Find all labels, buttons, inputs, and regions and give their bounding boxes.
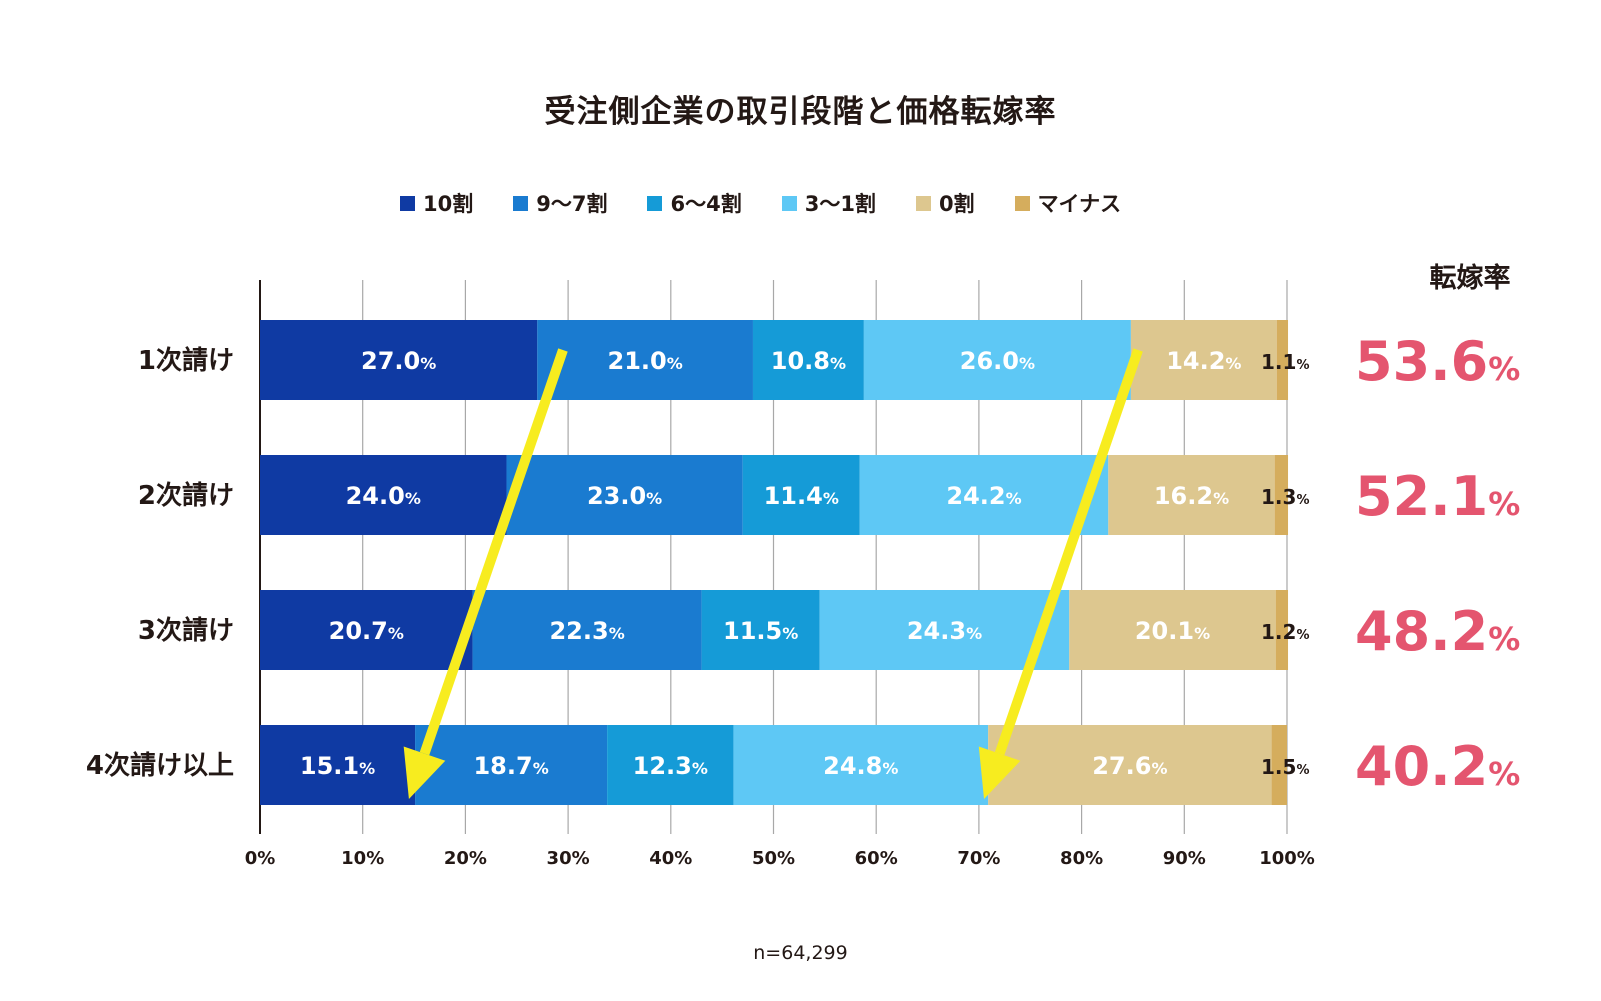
sample-size-note: n=64,299	[753, 942, 848, 964]
data-label: 1.5%	[1261, 755, 1309, 779]
trend-arrow	[994, 348, 1143, 756]
data-label: 24.2%	[946, 482, 1021, 510]
bar-segment	[415, 725, 608, 805]
legend-item: 3〜1割	[781, 188, 876, 218]
bar-segment	[506, 455, 743, 535]
data-label: 16.2%	[1154, 482, 1229, 510]
data-label: 22.3%	[549, 617, 624, 645]
pass-through-rate: 48.2%	[1355, 600, 1520, 663]
bar-segment	[752, 320, 864, 400]
legend-label: 3〜1割	[804, 192, 876, 216]
bar-segment	[260, 725, 416, 805]
legend-item: マイナス	[1014, 188, 1122, 218]
category-label: 1次請け	[138, 345, 234, 376]
bar-segment	[988, 725, 1272, 805]
legend-label: 0割	[938, 192, 975, 216]
data-label: 12.3%	[633, 752, 708, 780]
legend-label: 10割	[423, 192, 474, 216]
x-tick-label: 30%	[547, 848, 590, 869]
legend-item: 0割	[915, 188, 975, 218]
data-label: 1.1%	[1261, 350, 1309, 374]
x-tick-label: 70%	[957, 848, 1000, 869]
bar-segment	[1069, 590, 1276, 670]
x-tick-label: 0%	[245, 848, 276, 869]
bar-segment	[1274, 455, 1289, 535]
data-label: 1.3%	[1261, 485, 1309, 509]
legend-item: 10割	[400, 188, 473, 218]
data-label: 24.8%	[823, 752, 898, 780]
bar-segment	[260, 455, 507, 535]
x-tick-label: 80%	[1060, 848, 1103, 869]
category-label: 3次請け	[138, 615, 234, 646]
pass-through-rate-header: 転嫁率	[1429, 263, 1511, 294]
bar-segment	[863, 320, 1131, 400]
bar-segment	[260, 320, 538, 400]
legend-swatch	[647, 195, 663, 211]
legend-swatch	[513, 195, 529, 211]
data-label: 20.7%	[329, 617, 404, 645]
legend-swatch	[400, 195, 415, 211]
legend: 10割 9〜7割 6〜4割 3〜1割 0割 マイナス	[400, 188, 1161, 218]
data-label: 27.0%	[361, 347, 436, 375]
bar-segment	[1271, 725, 1287, 805]
trend-arrowhead	[403, 746, 446, 799]
legend-swatch	[1014, 195, 1030, 211]
bar-segment	[1275, 590, 1289, 670]
x-tick-label: 90%	[1163, 848, 1206, 869]
data-label: 26.0%	[960, 347, 1035, 375]
legend-label: 9〜7割	[536, 192, 608, 216]
bar-segment	[1276, 320, 1289, 400]
legend-label: 6〜4割	[670, 192, 742, 216]
data-label: 1.2%	[1261, 620, 1309, 644]
data-label: 20.1%	[1135, 617, 1210, 645]
x-tick-label: 50%	[752, 848, 795, 869]
bar-segment	[537, 320, 753, 400]
pass-through-rate: 53.6%	[1355, 330, 1520, 393]
data-label: 10.8%	[771, 347, 846, 375]
legend-swatch	[781, 195, 797, 211]
bar-segment	[701, 590, 820, 670]
bar-segment	[1130, 320, 1277, 400]
data-label: 24.3%	[907, 617, 982, 645]
data-label: 11.5%	[723, 617, 798, 645]
bar-segment	[260, 590, 473, 670]
bar-segment	[733, 725, 989, 805]
pass-through-rate: 40.2%	[1355, 735, 1520, 798]
data-label: 18.7%	[473, 752, 548, 780]
bar-segment	[859, 455, 1109, 535]
data-label: 14.2%	[1166, 347, 1241, 375]
x-tick-label: 40%	[649, 848, 692, 869]
x-tick-label: 60%	[855, 848, 898, 869]
x-tick-label: 20%	[444, 848, 487, 869]
x-tick-label: 10%	[341, 848, 384, 869]
category-label: 4次請け以上	[86, 750, 234, 781]
chart-title: 受注側企業の取引段階と価格転嫁率	[544, 94, 1057, 130]
trend-arrowhead	[978, 746, 1021, 799]
bar-segment	[472, 590, 702, 670]
legend-item: 6〜4割	[647, 188, 742, 218]
category-label: 2次請け	[138, 480, 234, 511]
bar-segment	[607, 725, 734, 805]
data-label: 23.0%	[587, 482, 662, 510]
bar-segment	[1108, 455, 1275, 535]
legend-item: 9〜7割	[513, 188, 607, 218]
trend-arrow	[419, 348, 568, 756]
legend-label: マイナス	[1037, 192, 1122, 216]
data-label: 24.0%	[346, 482, 421, 510]
data-label: 11.4%	[764, 482, 839, 510]
data-label: 21.0%	[608, 347, 683, 375]
legend-swatch	[915, 195, 931, 211]
data-label: 15.1%	[300, 752, 375, 780]
data-label: 27.6%	[1092, 752, 1167, 780]
x-tick-label: 100%	[1259, 848, 1315, 869]
pass-through-rate: 52.1%	[1355, 465, 1520, 528]
bar-segment	[742, 455, 860, 535]
